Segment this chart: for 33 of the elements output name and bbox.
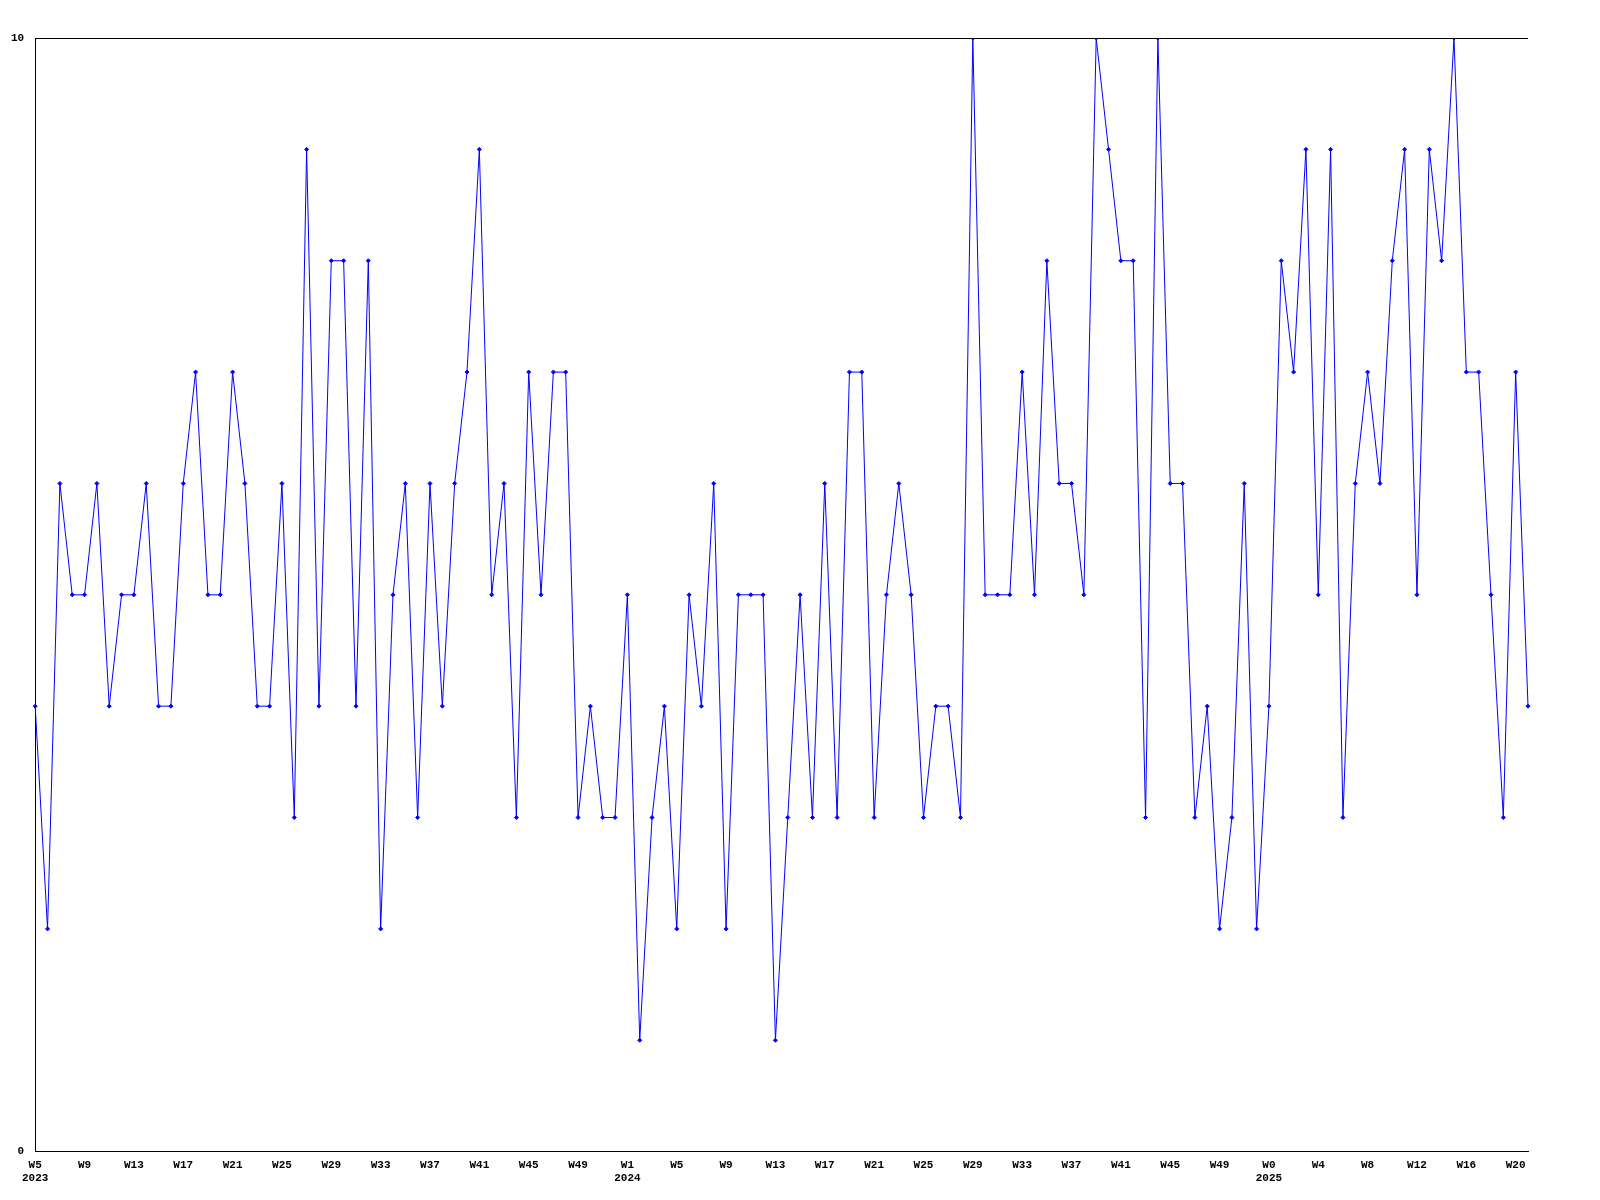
y-tick-label: 10	[11, 31, 25, 44]
x-tick-label: W5 2023	[22, 1158, 49, 1185]
x-tick-label: W21	[864, 1158, 885, 1171]
x-tick-label: W17	[173, 1158, 194, 1171]
x-tick-label: W9	[719, 1158, 733, 1171]
x-tick-label: W41	[1110, 1158, 1132, 1171]
x-tick-label: W45	[518, 1158, 539, 1171]
x-tick-label: W49	[568, 1158, 588, 1171]
x-tick-label: W17	[814, 1158, 835, 1171]
y-tick-label: 0	[17, 1145, 25, 1158]
x-tick-label: W8	[1361, 1158, 1375, 1171]
x-tick-label: W29	[962, 1158, 983, 1171]
x-tick-label: W20	[1505, 1158, 1526, 1171]
x-tick-label: W13	[123, 1158, 145, 1171]
x-tick-label: W1 2024	[614, 1158, 641, 1185]
x-tick-label: W12	[1407, 1158, 1427, 1171]
x-tick-label: W9	[77, 1158, 92, 1171]
x-tick-label: W33	[370, 1158, 391, 1171]
x-tick-label: W4	[1311, 1158, 1326, 1171]
x-tick-label: W16	[1456, 1158, 1477, 1171]
x-tick-label: W25	[913, 1158, 934, 1171]
x-tick-label: W37	[420, 1158, 440, 1171]
x-tick-label: W49	[1209, 1158, 1230, 1171]
x-tick-label: W37	[1061, 1158, 1082, 1171]
x-tick-label: W45	[1160, 1158, 1181, 1171]
x-tick-label: W5	[670, 1158, 684, 1171]
x-tick-label: W41	[469, 1158, 490, 1171]
x-tick-label: W21	[222, 1158, 243, 1171]
x-tick-label: W13	[765, 1158, 786, 1171]
x-tick-label: W29	[321, 1158, 342, 1171]
x-tick-label: W25	[272, 1158, 293, 1171]
x-tick-label: W0 2025	[1255, 1158, 1283, 1185]
x-tick-label: W33	[1012, 1158, 1033, 1171]
